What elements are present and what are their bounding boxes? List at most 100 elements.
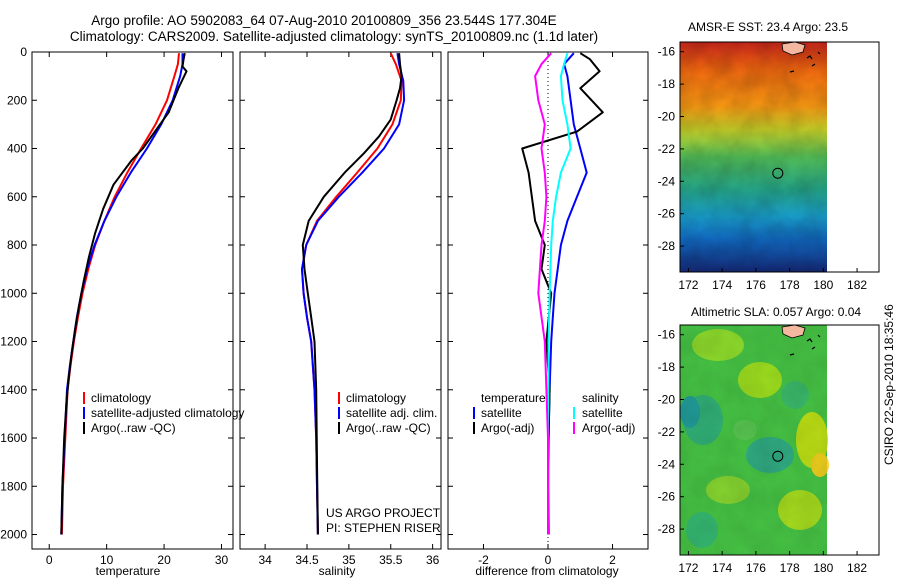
difference-panel: -2 0 2 difference from climatology tempera… <box>447 51 649 578</box>
x-tick-label: 34 <box>258 553 272 567</box>
series-line <box>60 53 188 535</box>
lat-tick-label: -18 <box>658 360 676 374</box>
legend-label: satellite <box>582 406 623 420</box>
legend-label: Argo(..raw -QC) <box>91 421 176 435</box>
depth-axis-ticks <box>448 51 648 536</box>
lat-tick-label: -24 <box>658 457 676 471</box>
lon-tick-label: 176 <box>746 561 766 575</box>
project-label: US ARGO PROJECT <box>326 506 441 520</box>
legend-label: satellite <box>481 406 522 420</box>
sla-longitude-axis: 172 174 176 178 180 182 <box>678 551 867 575</box>
series-line <box>60 53 184 535</box>
x-tick-label: 34.5 <box>295 553 319 567</box>
difference-series <box>521 52 604 535</box>
y-tick-label: 800 <box>7 238 27 252</box>
lon-tick-label: 176 <box>746 278 766 292</box>
series-line <box>301 53 406 535</box>
lat-tick-label: -16 <box>658 328 676 342</box>
lat-tick-label: -28 <box>658 239 676 253</box>
lat-tick-label: -22 <box>658 425 676 439</box>
temperature-x-axis: 0 10 20 30 <box>46 52 229 567</box>
argo-location-marker <box>772 167 784 179</box>
x-tick-label: 35 <box>342 553 356 567</box>
salinity-x-axis: 34 34.5 35 35.5 36 <box>258 52 440 567</box>
x-tick-label: 30 <box>215 553 229 567</box>
difference-xlabel: difference from climatology <box>475 564 618 578</box>
series-line <box>301 53 403 535</box>
series-line <box>534 52 552 535</box>
salinity-series <box>301 52 406 535</box>
lat-tick-label: -18 <box>658 77 676 91</box>
y-tick-label: 1800 <box>0 479 27 493</box>
series-line <box>521 52 604 535</box>
sst-texture <box>680 42 827 272</box>
temperature-series <box>60 53 188 535</box>
legend-label: satellite adj. clim. <box>346 406 437 420</box>
legend-label: satellite-adjusted climatology <box>91 406 244 420</box>
legend-label: Argo(-adj) <box>582 421 635 435</box>
sst-map-title: AMSR-E SST: 23.4 Argo: 23.5 <box>688 20 848 34</box>
lat-tick-label: -20 <box>658 110 676 124</box>
lon-tick-label: 172 <box>678 561 698 575</box>
sla-texture <box>680 325 827 555</box>
x-tick-label: 0 <box>545 553 552 567</box>
x-tick-label: -2 <box>478 553 489 567</box>
x-tick-label: 0 <box>46 553 53 567</box>
argo-location-marker <box>772 450 784 462</box>
y-tick-label: 0 <box>20 45 27 59</box>
x-tick-label: 20 <box>157 553 171 567</box>
y-tick-label: 1200 <box>0 335 27 349</box>
legend-label: Argo(..raw -QC) <box>346 421 431 435</box>
lon-tick-label: 182 <box>847 561 867 575</box>
sla-map-title: Altimetric SLA: 0.057 Argo: 0.04 <box>691 305 861 319</box>
legend-heading: salinity <box>582 391 619 405</box>
lon-tick-label: 180 <box>813 561 833 575</box>
salinity-xlabel: salinity <box>319 564 356 578</box>
legend-label: climatology <box>346 391 406 405</box>
lon-tick-label: 182 <box>847 278 867 292</box>
island-outlines <box>789 51 821 73</box>
temperature-xlabel: temperature <box>96 564 161 578</box>
series-line <box>547 52 572 535</box>
lon-tick-label: 174 <box>712 561 732 575</box>
y-tick-label: 1600 <box>0 431 27 445</box>
lon-tick-label: 172 <box>678 278 698 292</box>
y-tick-label: 2000 <box>0 528 27 542</box>
sst-longitude-axis: 172 174 176 178 180 182 <box>678 268 867 292</box>
lon-tick-label: 174 <box>712 278 732 292</box>
y-tick-label: 1400 <box>0 383 27 397</box>
legend-label: climatology <box>91 391 151 405</box>
figure-title-line-2: Climatology: CARS2009. Satellite-adjuste… <box>69 29 599 44</box>
lon-tick-label: 180 <box>813 278 833 292</box>
lon-tick-label: 178 <box>780 561 800 575</box>
salinity-legend: climatology satellite adj. clim. Argo(..… <box>338 391 437 435</box>
lat-tick-label: -16 <box>658 45 676 59</box>
sst-map-panel: AMSR-E SST: 23.4 Argo: 23.5 172 174 176 178… <box>658 20 880 292</box>
x-tick-label: 35.5 <box>379 553 403 567</box>
lon-tick-label: 178 <box>780 278 800 292</box>
timestamp-label: CSIRO 22-Sep-2010 18:35:46 <box>882 304 896 465</box>
salinity-axes-frame <box>239 51 442 550</box>
temperature-panel: 0 200 400 600 800 1000 1200 1400 1600 1800 2000 0 1… <box>0 45 244 578</box>
x-tick-label: 2 <box>609 553 616 567</box>
temperature-legend: climatology satellite-adjusted climatolo… <box>83 391 244 435</box>
y-tick-label: 200 <box>7 93 27 107</box>
figure-title-line-1: Argo profile: AO 5902083_64 07-Aug-2010 … <box>91 13 557 28</box>
sst-latitude-axis: -16 -18 -20 -22 -24 -26 -28 <box>658 45 684 253</box>
lat-tick-label: -20 <box>658 393 676 407</box>
legend-heading: temperature <box>481 391 546 405</box>
y-tick-label: 600 <box>7 190 27 204</box>
lat-tick-label: -28 <box>658 522 676 536</box>
island-outlines <box>789 334 821 356</box>
sst-map-frame <box>679 41 880 273</box>
difference-legend: temperature satellite Argo(-adj) salinit… <box>473 391 635 435</box>
sla-map-frame <box>679 324 880 556</box>
y-tick-label: 1000 <box>0 286 27 300</box>
sla-map-panel: Altimetric SLA: 0.057 Argo: 0.04 172 174 1… <box>658 305 880 575</box>
salinity-panel: 34 34.5 35 35.5 36 salinity climatology sate… <box>239 51 442 578</box>
x-tick-label: 36 <box>426 553 440 567</box>
lat-tick-label: -22 <box>658 142 676 156</box>
x-tick-label: 10 <box>100 553 114 567</box>
depth-axis-ticks <box>240 51 441 536</box>
